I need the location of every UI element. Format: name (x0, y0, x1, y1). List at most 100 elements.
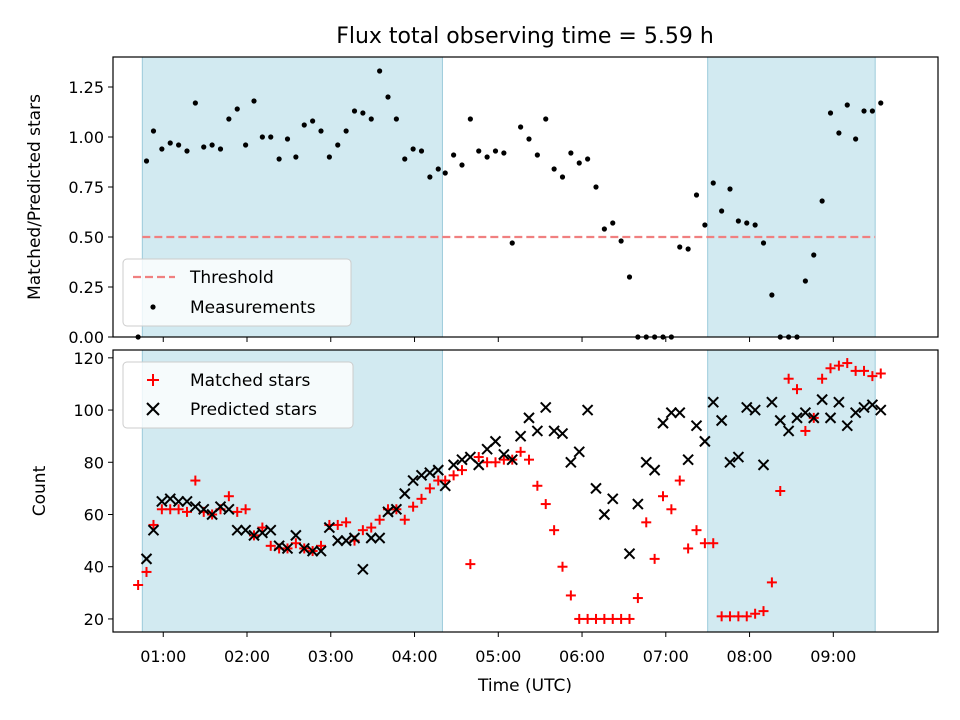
matched-star-point (257, 522, 268, 533)
measurement-point (143, 158, 150, 164)
predicted-star-point-b (640, 456, 652, 468)
predicted-star-point-b (791, 412, 803, 424)
x-tick-label: 05:00 (475, 647, 521, 666)
predicted-star-point-b (573, 446, 585, 458)
measurement-point (150, 128, 157, 134)
matched-star-point (699, 538, 710, 549)
predicted-star-point-b (741, 401, 753, 414)
predicted-star-point-b (181, 495, 193, 508)
matched-star-point (232, 506, 243, 517)
predicted-star-point-b (808, 412, 820, 424)
x-tick-label: 06:00 (559, 647, 605, 666)
measurement-point (284, 136, 291, 142)
measurement-point (601, 226, 607, 232)
predicted-star-point-b (348, 532, 361, 544)
matched-star-point (133, 580, 144, 590)
measurements-legend-label: Measurements (190, 298, 316, 318)
predicted-star-point (774, 414, 786, 427)
x-tick-label: 01:00 (140, 647, 186, 666)
matched-star-point (649, 553, 660, 564)
threshold-legend-label: Threshold (189, 268, 274, 288)
matched-star-point (716, 611, 727, 622)
predicted-star-point (181, 495, 193, 508)
matched-star-point (416, 493, 427, 504)
measurement-point (769, 292, 775, 298)
matched-star-point (265, 540, 276, 551)
ratio-x-ticks (162, 337, 834, 342)
predicted-star-point (382, 506, 394, 518)
predicted-star-point (824, 412, 837, 424)
predicted-star-point-b (214, 500, 227, 513)
predicted-star-point (172, 495, 185, 508)
ratio-legend-box (122, 258, 352, 327)
predicted-star-point (357, 563, 369, 576)
predicted-star-point (816, 393, 828, 406)
matched-star-point (424, 483, 435, 494)
measurement-point (744, 220, 750, 226)
measurement-point (551, 166, 557, 172)
predicted-star-point (365, 532, 377, 544)
predicted-star-point (799, 406, 812, 419)
predicted-star-point (657, 417, 669, 429)
measurement-point (501, 150, 507, 156)
predicted-star-point (473, 459, 485, 471)
measurement-point (467, 116, 473, 122)
measurement-point (802, 278, 808, 284)
predicted-star-point-b (665, 406, 678, 419)
predicted-star-point-b (265, 524, 277, 536)
predicted-star-point-b (164, 493, 176, 505)
measurement-point (159, 146, 165, 152)
predicted-star-point (189, 500, 202, 513)
predicted-star-point-b (432, 464, 444, 476)
count-y-axis-label: Count (30, 465, 50, 516)
predicted-star-point-b (540, 401, 552, 414)
measurement-point (276, 156, 282, 162)
matched-star-point (867, 371, 878, 382)
predicted-star-point-b (198, 503, 210, 515)
predicted-star-point (407, 474, 419, 487)
matched-star-point (448, 470, 459, 481)
measurement-point (310, 118, 316, 124)
measurement-point (360, 110, 366, 116)
predicted-star-points (140, 393, 887, 576)
predicted-star-point-b (424, 467, 436, 479)
predicted-star-point-b (256, 527, 269, 539)
predicted-star-point-b (757, 459, 770, 471)
measurement-point (559, 174, 566, 180)
predicted-star-point (690, 420, 703, 432)
matched-star-point (850, 365, 861, 376)
predicted-star-point (340, 534, 352, 547)
predicted-star-point-b (724, 456, 736, 468)
measurement-point (209, 142, 215, 148)
measurement-point (693, 192, 700, 198)
measurement-point (459, 162, 465, 168)
predicted-star-point-b (849, 406, 862, 419)
matched-star-point (190, 475, 201, 486)
predicted-star-point-b (707, 396, 719, 408)
measurement-point (585, 156, 591, 162)
measurement-point (484, 154, 490, 160)
matched-legend-swatch (147, 374, 159, 386)
x-tick-label: 02:00 (224, 647, 270, 666)
measurement-point (192, 100, 198, 106)
predicted-star-point-b (447, 459, 460, 471)
measurement-point (568, 150, 574, 156)
matched-star-point (141, 566, 152, 577)
measurement-point (377, 68, 383, 74)
predicted-star-point-b (590, 482, 602, 495)
measurements-legend-swatch (150, 304, 156, 310)
measurement-point (335, 142, 341, 148)
predicted-star-point-b (774, 414, 786, 427)
matched-star-point (181, 506, 192, 517)
count-panel: 20 40 60 80 100 120 01:00 02:00 03:00 04:00 05:00… (30, 349, 939, 696)
measurement-point (442, 170, 448, 176)
predicted-star-point (140, 553, 153, 565)
measurement-point (827, 110, 834, 116)
measurement-point (368, 116, 374, 122)
predicted-star-point-b (390, 503, 403, 515)
matched-star-point (582, 613, 593, 624)
matched-star-point (658, 491, 668, 502)
measurement-point (476, 148, 482, 154)
predicted-star-point-b (607, 493, 619, 505)
predicted-star-point-b (749, 404, 761, 416)
